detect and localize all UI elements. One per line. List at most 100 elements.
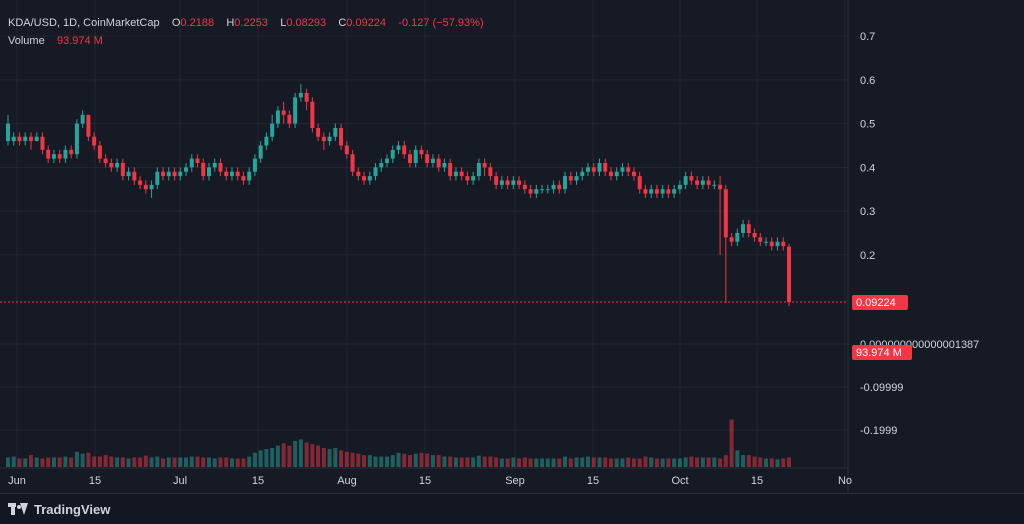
time-tick-label: 15 (89, 475, 101, 487)
volume-bar (218, 457, 223, 467)
candle-body (103, 158, 108, 163)
volume-bar (184, 457, 189, 467)
volume-bar (212, 458, 217, 467)
candle-body (580, 171, 585, 177)
candle-body (109, 162, 114, 168)
candle-body (115, 162, 120, 168)
brand-name[interactable]: TradingView (34, 501, 111, 517)
candle-body (367, 176, 372, 181)
chart-legend: KDA/USD, 1D, CoinMarketCap O0.2188 H0.22… (8, 14, 484, 50)
candle-body (333, 127, 338, 137)
volume-bar (120, 457, 125, 467)
volume-bar (718, 458, 723, 467)
time-tick-label: Aug (337, 475, 357, 487)
volume-label: Volume (8, 35, 45, 47)
candle-body (626, 167, 631, 172)
volume-bar (471, 457, 476, 467)
volume-bar (706, 457, 711, 467)
volume-bar (161, 458, 166, 467)
last-volume-label: 93.974 M (852, 345, 912, 360)
candle-body (224, 171, 229, 177)
candle-body (499, 180, 504, 185)
candle-body (264, 136, 269, 146)
volume-bar (649, 457, 654, 467)
candle-body (735, 232, 740, 242)
candle-body (69, 149, 74, 155)
volume-bar (293, 440, 298, 467)
high-value: 0.2253 (234, 17, 268, 29)
volume-bar (545, 458, 550, 467)
volume-bar (614, 458, 619, 467)
candle-body (310, 101, 315, 128)
candle-body (184, 167, 189, 172)
volume-bar (23, 458, 28, 467)
low-label: L (280, 17, 287, 29)
candle-body (471, 176, 476, 181)
candle-body (63, 149, 68, 159)
candle-body (505, 180, 510, 185)
volume-bar (476, 455, 481, 467)
volume-bar (448, 456, 453, 467)
candle-body (316, 127, 321, 137)
candle-body (746, 224, 751, 233)
candle-body (511, 180, 516, 185)
volume-bar (769, 458, 774, 467)
volume-bar (741, 455, 746, 467)
candle-body (453, 171, 458, 177)
volume-bar (155, 456, 160, 467)
candle-body (448, 162, 453, 177)
candle-body (235, 171, 240, 177)
candle-body (23, 136, 28, 142)
volume-bar (229, 458, 234, 467)
volume-bar (522, 457, 527, 467)
volume-bar (442, 456, 447, 467)
candle-body (666, 189, 671, 194)
footer-bar: TradingView (0, 493, 1024, 524)
volume-bar (51, 457, 56, 467)
volume-bar (97, 456, 102, 467)
volume-bar (540, 458, 545, 467)
candle-body (482, 162, 487, 168)
candle-body (138, 180, 143, 185)
volume-bars (6, 419, 791, 467)
candle-body (293, 97, 298, 124)
candle-body (631, 171, 636, 177)
volume-bar (528, 458, 533, 467)
open-label: O (171, 17, 181, 29)
volume-bar (367, 455, 372, 467)
volume-bar (189, 456, 194, 467)
candle-body (706, 180, 711, 185)
candle-body (608, 171, 613, 177)
candle-body (683, 176, 688, 185)
candle-body (637, 176, 642, 190)
candle-body (700, 180, 705, 185)
volume-bar (534, 458, 539, 467)
candle-body (402, 145, 407, 155)
volume-bar (321, 448, 326, 467)
time-axis: Jun 15 Jul 15 Aug 15 Sep 15 Oct 15 No (8, 475, 852, 487)
volume-bar (132, 457, 137, 467)
candle-body (120, 162, 125, 177)
volume-bar (430, 455, 435, 467)
candle-body (476, 162, 481, 177)
candlestick-chart[interactable]: 0.70.60.50.40.30.20.000000000000001387-0… (0, 0, 1024, 494)
tradingview-logo-icon[interactable] (8, 503, 28, 515)
candle-body (695, 180, 700, 185)
candle-body (344, 145, 349, 155)
volume-bar (407, 455, 412, 467)
candle-body (729, 237, 734, 242)
volume-bar (482, 456, 487, 467)
volume-bar (63, 456, 68, 467)
volume-value: 93.974 M (56, 35, 103, 47)
price-tick-label: 0.2 (860, 250, 875, 262)
volume-bar (34, 457, 39, 467)
volume-bar (92, 456, 97, 467)
volume-bar (689, 456, 694, 467)
volume-bar (281, 443, 286, 467)
volume-bar (723, 455, 728, 467)
candle-body (741, 224, 746, 233)
candle-body (769, 241, 774, 247)
volume-bar (385, 456, 390, 467)
volume-bar (511, 457, 516, 467)
candle-body (218, 162, 223, 172)
